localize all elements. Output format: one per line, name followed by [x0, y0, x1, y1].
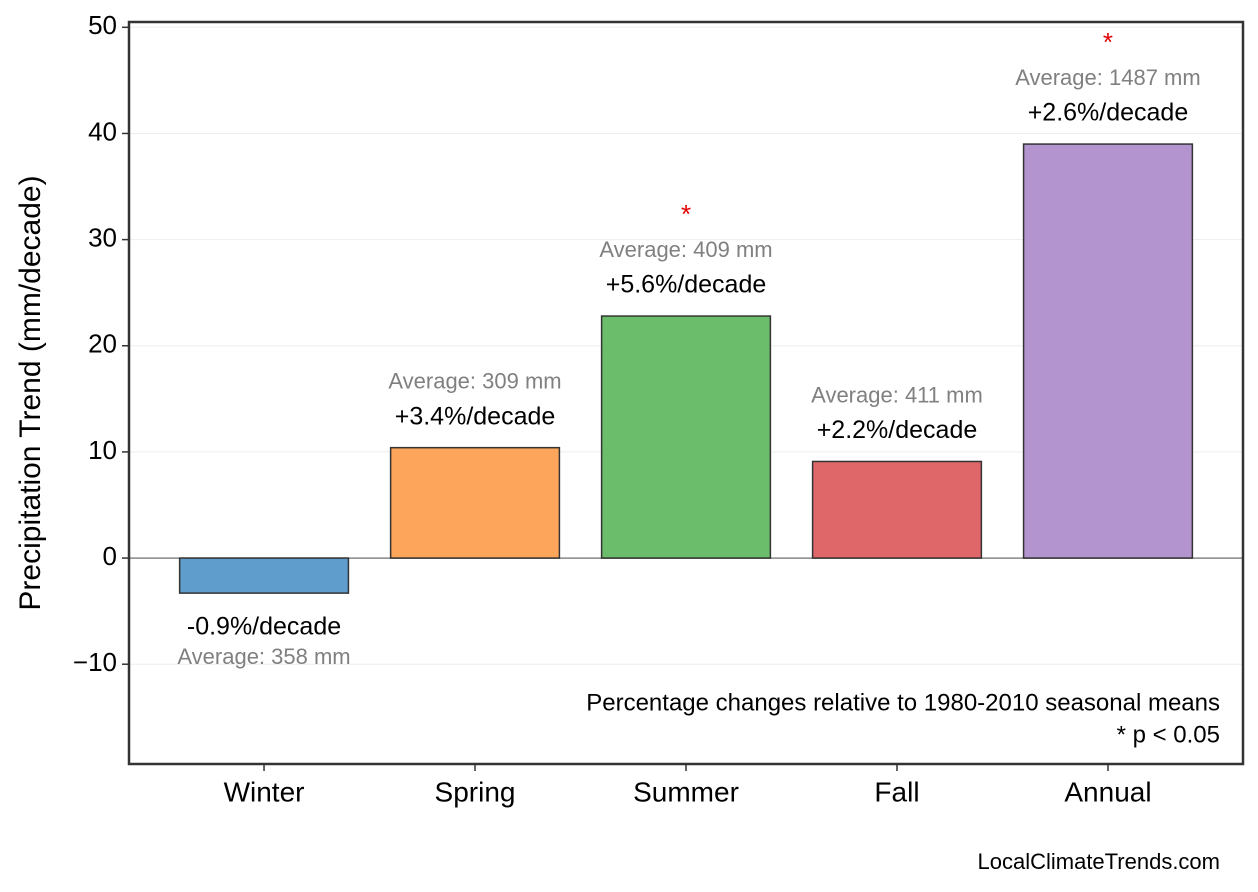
bar — [389, 446, 561, 559]
average-label: Average: 1487 mm — [1015, 65, 1200, 90]
bar — [178, 557, 350, 594]
x-tick-label: Fall — [874, 776, 919, 807]
bar — [1022, 143, 1194, 559]
y-tick-label: 20 — [88, 329, 117, 359]
x-tick-label: Spring — [435, 776, 516, 807]
y-axis-label: Precipitation Trend (mm/decade) — [14, 175, 47, 610]
note: * p < 0.05 — [1117, 721, 1220, 748]
average-label: Average: 409 mm — [599, 237, 772, 262]
y-tick-label: 50 — [88, 10, 117, 40]
percent-label: +5.6%/decade — [606, 271, 767, 299]
y-tick-label: 10 — [88, 435, 117, 465]
average-label: Average: 309 mm — [388, 368, 561, 393]
significance-marker: * — [681, 199, 691, 229]
x-tick-label: Annual — [1064, 776, 1151, 807]
percent-label: -0.9%/decade — [187, 613, 341, 641]
y-tick-label: −10 — [73, 647, 117, 677]
bar — [811, 460, 983, 559]
note: Percentage changes relative to 1980-2010… — [586, 689, 1220, 716]
x-tick-label: Winter — [224, 776, 305, 807]
significance-marker: * — [1103, 27, 1113, 57]
y-tick-label: 0 — [103, 541, 117, 571]
source: LocalClimateTrends.com — [978, 849, 1221, 874]
average-label: Average: 358 mm — [177, 644, 350, 669]
percent-label: +2.2%/decade — [817, 416, 978, 444]
plot-frame — [127, 20, 1245, 766]
x-tick-label: Summer — [633, 776, 739, 807]
y-tick-label: 40 — [88, 116, 117, 146]
percent-label: +2.6%/decade — [1028, 99, 1189, 127]
average-label: Average: 411 mm — [811, 382, 983, 407]
percent-label: +3.4%/decade — [395, 402, 556, 430]
y-tick-label: 30 — [88, 222, 117, 252]
bar — [600, 315, 772, 559]
